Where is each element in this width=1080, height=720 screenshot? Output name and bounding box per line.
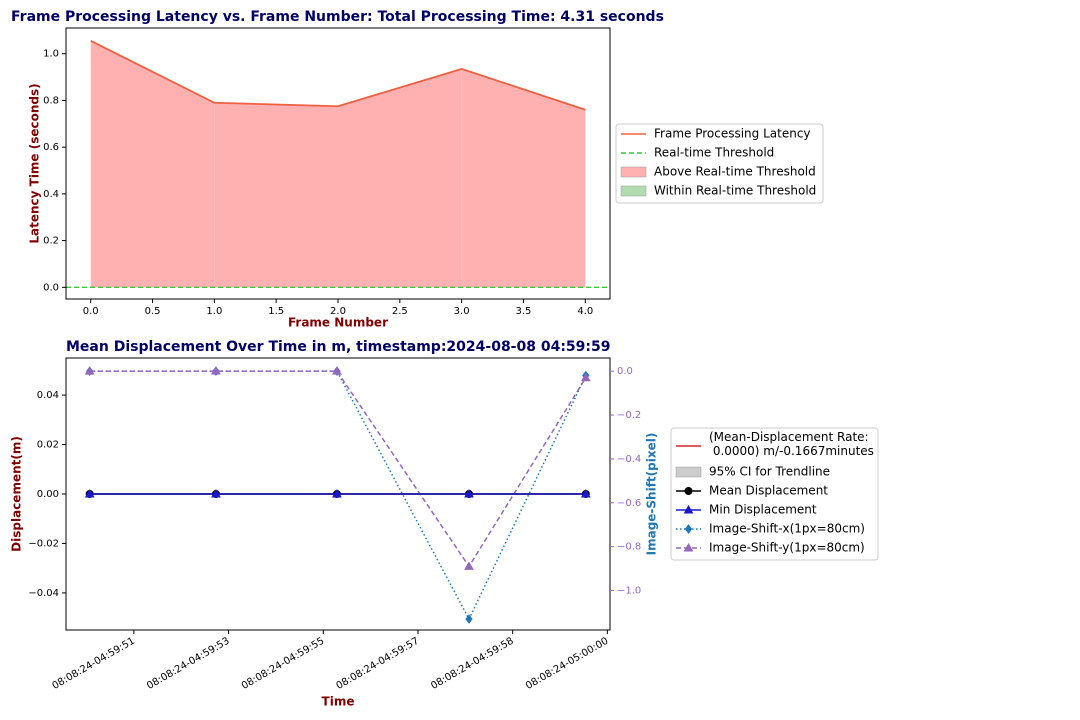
y2-tick-label: −1.0 [617, 586, 641, 597]
y2-tick-label: −0.4 [617, 454, 641, 465]
legend-label: Frame Processing Latency [654, 127, 811, 141]
y-tick-label: 0.0 [43, 282, 59, 293]
y2-tick-label: −0.8 [617, 542, 641, 553]
x-tick-label: 0.5 [145, 306, 161, 317]
x-tick-label: 2.0 [330, 306, 346, 317]
marker [84, 488, 95, 498]
threshold-fill [338, 68, 462, 288]
x-tick-label: 0.0 [83, 306, 99, 317]
y-tick-label: 0.2 [43, 236, 59, 247]
legend-label: Within Real-time Threshold [654, 184, 816, 198]
legend-text: (Mean-Displacement Rate: 0.0000) m/-0.16… [709, 430, 874, 458]
y-tick-label: 0.00 [37, 489, 59, 500]
x-tick-label: 08:08:24-04:59:53 [145, 636, 231, 692]
y-tick-label: 0.6 [43, 142, 59, 153]
marker [580, 488, 591, 498]
y2-tick-label: −0.2 [617, 410, 641, 421]
legend-label: Image-Shift-y(1px=80cm) [709, 541, 865, 555]
y2-tick-label: −0.6 [617, 498, 641, 509]
legend-label: (Mean-Displacement Rate: 0.0000) m/-0.16… [709, 430, 874, 458]
marker [211, 488, 221, 498]
threshold-fill [214, 102, 338, 288]
x-axis-label: Frame Number [288, 316, 388, 330]
legend-box [615, 123, 824, 204]
legend-marker [683, 504, 694, 514]
y-axis-label: Displacement(m) [10, 436, 24, 552]
x-tick-label: 3.5 [516, 306, 532, 317]
marker [464, 488, 474, 498]
y-tick-label: −0.02 [28, 538, 59, 549]
legend-label: Image-Shift-x(1px=80cm) [709, 522, 865, 536]
marker [332, 366, 342, 375]
legend-patch [620, 166, 647, 178]
threshold-fill [461, 68, 586, 288]
y-tick-label: 0.8 [43, 95, 59, 106]
marker [211, 366, 221, 375]
legend-label: Real-time Threshold [654, 146, 774, 160]
x-tick-label: 4.0 [577, 306, 593, 317]
x-tick-label: 08:08:24-04:59:57 [335, 636, 421, 692]
x-tick-label: 1.5 [268, 306, 284, 317]
x-tick-label: 08:08:24-05:00:00 [524, 636, 610, 692]
threshold-fill [90, 40, 215, 288]
marker [580, 372, 591, 382]
legend-marker [683, 542, 694, 552]
series-line [89, 370, 587, 568]
latency-line [90, 40, 586, 111]
x-tick-label: 08:08:24-04:59:55 [240, 636, 326, 692]
legend-patch [675, 466, 702, 478]
x-axis-label: Time [322, 695, 355, 709]
legend-patch [620, 185, 647, 197]
legend-label: Min Displacement [709, 503, 817, 517]
x-tick-label: 1.0 [206, 306, 222, 317]
legend-label: Above Real-time Threshold [654, 165, 816, 179]
marker [332, 488, 342, 498]
legend-label: 95% CI for Trendline [709, 465, 830, 479]
y-tick-label: 1.0 [43, 49, 59, 60]
x-tick-label: 3.0 [454, 306, 470, 317]
x-tick-label: 08:08:24-04:59:51 [50, 636, 136, 692]
x-tick-label: 2.5 [392, 306, 408, 317]
y-tick-label: 0.02 [37, 440, 59, 451]
y-axis-label: Latency Time (seconds) [28, 83, 42, 243]
chart-title: Frame Processing Latency vs. Frame Numbe… [11, 9, 664, 25]
marker [465, 614, 473, 624]
y-tick-label: 0.04 [37, 390, 59, 401]
legend-marker [684, 487, 693, 495]
y2-tick-label: 0.0 [617, 366, 633, 377]
y-tick-label: 0.4 [43, 189, 59, 200]
chart-title: Mean Displacement Over Time in m, timest… [66, 339, 611, 355]
y2-axis-label: Image-Shift(pixel) [645, 433, 659, 556]
marker [464, 561, 474, 570]
legend-label: Mean Displacement [709, 484, 828, 498]
legend-box [670, 427, 879, 561]
y-tick-label: −0.04 [28, 588, 59, 599]
x-tick-label: 08:08:24-04:59:58 [429, 636, 515, 692]
marker [84, 366, 95, 375]
legend-marker [684, 524, 693, 534]
